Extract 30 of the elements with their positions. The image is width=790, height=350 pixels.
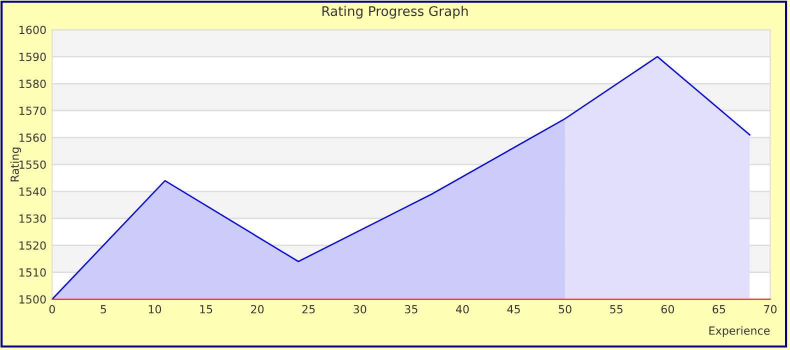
chart-title: Rating Progress Graph — [322, 6, 468, 19]
y-tick-label: 1590 — [20, 52, 46, 62]
x-tick-label: 60 — [661, 305, 674, 314]
x-tick-label: 15 — [200, 305, 212, 314]
x-tick-label: 50 — [558, 305, 572, 314]
y-tick-label: 1540 — [20, 187, 46, 196]
x-tick-label: 5 — [100, 305, 106, 314]
y-tick-label: 1600 — [20, 26, 46, 34]
x-tick-label: 55 — [610, 305, 622, 314]
line-series — [52, 56, 750, 300]
x-tick-label: 20 — [251, 305, 264, 314]
y-tick-label: 1530 — [20, 214, 46, 223]
x-tick-label: 25 — [302, 305, 315, 314]
y-tick-label: 1580 — [20, 80, 46, 88]
y-tick-label: 1510 — [20, 268, 46, 277]
y-tick-label: 1520 — [20, 241, 46, 250]
x-tick-label: 10 — [148, 305, 162, 314]
y-tick-label: 1570 — [20, 106, 46, 115]
x-tick-label: 35 — [404, 305, 418, 314]
y-tick-label: 1560 — [20, 134, 46, 142]
x-tick-label: 65 — [712, 305, 726, 314]
x-tick-label: 70 — [764, 305, 777, 314]
x-tick-label: 40 — [456, 305, 469, 314]
y-tick-label: 1500 — [20, 295, 46, 304]
y-tick-label: 1550 — [20, 160, 46, 169]
x-tick-label: 0 — [49, 305, 55, 314]
y-axis-title: Rating — [10, 148, 22, 182]
x-tick-label: 30 — [354, 305, 366, 314]
x-axis-title: Experience — [709, 326, 770, 337]
x-tick-label: 45 — [507, 305, 520, 314]
